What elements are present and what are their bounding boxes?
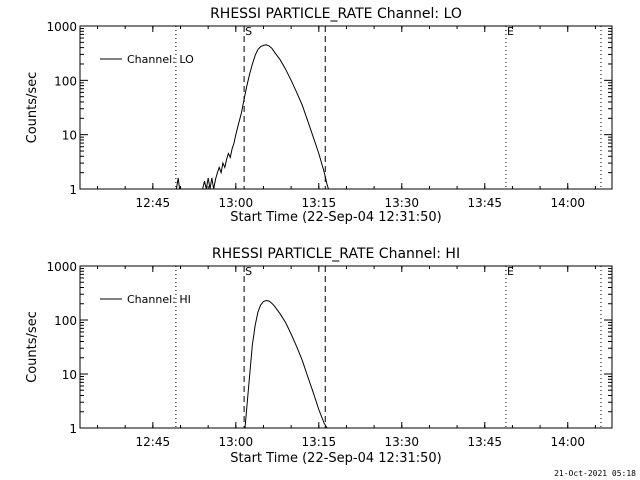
series-line [175,44,329,190]
x-tick-label: 13:15 [302,435,337,449]
y-tick-label: 100 [54,314,77,328]
panel-lo: RHESSI PARTICLE_RATE Channel: LO 12:45 13:… [25,6,613,225]
legend-label: Channel: LO [127,53,194,66]
y-tick-label: 1 [69,422,77,436]
x-axis-label: Start Time (22-Sep-04 12:31:50) [230,451,441,466]
y-tick-label: 10 [62,368,77,382]
x-tick-label: 13:15 [302,196,337,210]
footer-timestamp: 21-Oct-2021 05:18 [554,469,636,478]
marker-label: S [245,25,252,38]
chart-title: RHESSI PARTICLE_RATE Channel: HI [212,246,460,262]
marker-label: E [507,25,514,38]
plot-frame [79,265,613,429]
y-tick-label: 1000 [46,20,77,34]
x-tick-label: 12:45 [136,435,171,449]
x-tick-label: 13:45 [467,196,502,210]
legend-label: Channel: HI [127,293,191,306]
plot-frame [79,25,613,190]
x-tick-label: 14:00 [550,435,585,449]
x-tick-label: 13:30 [384,435,419,449]
y-tick-label: 1000 [46,260,77,274]
x-tick-label: 13:00 [219,196,254,210]
x-axis-label: Start Time (22-Sep-04 12:31:50) [230,210,441,225]
panel-hi: RHESSI PARTICLE_RATE Channel: HI 12:45 13:… [25,246,613,466]
x-tick-label: 12:45 [136,196,171,210]
y-tick-label: 10 [62,129,77,143]
y-axis-label: Counts/sec [25,311,40,383]
x-tick-label: 14:00 [550,196,585,210]
y-axis-label: Counts/sec [25,72,40,144]
x-tick-label: 13:45 [467,435,502,449]
marker-label: E [507,265,514,278]
x-tick-label: 13:30 [384,196,419,210]
y-tick-label: 1 [69,183,77,197]
y-tick-label: 100 [54,74,77,88]
marker-label: S [245,265,252,278]
chart-title: RHESSI PARTICLE_RATE Channel: LO [210,6,462,22]
series-line [244,299,328,429]
x-tick-label: 13:00 [219,435,254,449]
